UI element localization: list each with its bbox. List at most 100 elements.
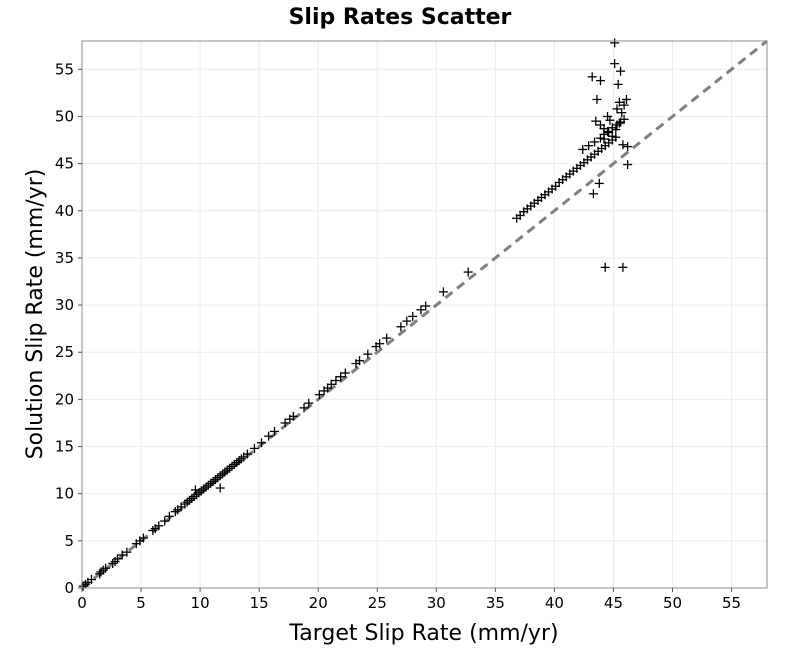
y-tick-label: 20 <box>55 390 74 408</box>
data-point <box>599 134 609 144</box>
x-tick-label: 20 <box>309 594 328 612</box>
data-point <box>190 485 200 495</box>
data-point <box>591 116 601 126</box>
y-tick-label: 25 <box>55 343 74 361</box>
data-point <box>154 521 164 531</box>
data-point <box>613 79 623 89</box>
data-point <box>355 356 365 366</box>
data-point <box>326 379 336 389</box>
data-point <box>117 550 127 560</box>
data-point <box>257 438 267 448</box>
data-point <box>122 547 132 557</box>
data-point <box>578 144 588 154</box>
data-point <box>304 398 314 408</box>
data-point <box>375 339 385 349</box>
data-point <box>592 94 602 104</box>
data-point <box>618 140 628 150</box>
data-point <box>101 563 111 573</box>
x-tick-label: 15 <box>250 594 269 612</box>
data-point <box>336 372 346 382</box>
y-tick-label: 55 <box>55 60 74 78</box>
x-tick-label: 50 <box>663 594 682 612</box>
x-tick-label: 10 <box>191 594 210 612</box>
data-point <box>416 305 426 315</box>
data-point <box>363 349 373 359</box>
data-point <box>463 267 473 277</box>
data-point <box>619 100 629 110</box>
data-point <box>112 554 122 564</box>
data-point <box>590 137 600 147</box>
y-tick-label: 50 <box>55 107 74 125</box>
data-point <box>86 575 96 585</box>
data-point <box>160 516 170 526</box>
y-tick-label: 0 <box>64 579 74 597</box>
y-axis-label: Solution Slip Rate (mm/yr) <box>23 169 48 460</box>
x-axis-label: Target Slip Rate (mm/yr) <box>288 621 558 646</box>
data-point <box>280 418 290 428</box>
data-point <box>270 426 280 436</box>
data-point <box>314 390 324 400</box>
data-point <box>610 38 620 48</box>
plot-frame <box>81 40 768 589</box>
data-point <box>614 118 624 128</box>
data-point <box>605 115 615 125</box>
y-tick-label: 30 <box>55 296 74 314</box>
data-point <box>170 507 180 517</box>
data-point <box>600 262 610 272</box>
x-tick-label: 55 <box>722 594 741 612</box>
data-point <box>599 124 609 134</box>
data-point <box>619 114 629 124</box>
data-point <box>616 66 626 76</box>
reference-line <box>81 39 768 590</box>
data-point <box>396 322 406 332</box>
data-point <box>382 333 392 343</box>
data-point <box>331 376 341 386</box>
x-tick-label: 45 <box>604 594 623 612</box>
data-point <box>249 443 259 453</box>
data-point <box>588 189 598 199</box>
y-tick-label: 15 <box>55 438 74 456</box>
data-point <box>421 301 431 311</box>
x-tick-label: 40 <box>545 594 564 612</box>
data-point <box>164 511 174 521</box>
data-point <box>617 108 627 118</box>
data-point <box>340 368 350 378</box>
y-tick-label: 10 <box>55 485 74 503</box>
data-point <box>623 160 633 170</box>
data-point <box>288 411 298 421</box>
data-point <box>242 449 252 459</box>
points-layer <box>78 38 633 591</box>
x-tick-label: 5 <box>136 594 146 612</box>
data-point <box>408 311 418 321</box>
data-point <box>621 94 631 104</box>
x-axis-ticks: 0 5 10 15 20 25 30 35 40 45 50 55 <box>77 588 741 612</box>
x-tick-label: 35 <box>486 594 505 612</box>
data-point <box>595 76 605 86</box>
data-point <box>584 141 594 151</box>
data-point <box>264 431 274 441</box>
data-point <box>623 142 633 152</box>
x-tick-label: 25 <box>368 594 387 612</box>
y-tick-label: 45 <box>55 155 74 173</box>
data-point <box>215 483 225 493</box>
reference-line-layer <box>81 39 768 590</box>
data-point <box>587 72 597 82</box>
x-tick-label: 0 <box>77 594 87 612</box>
y-tick-label: 40 <box>55 202 74 220</box>
y-axis-ticks: 0 5 10 15 20 25 30 35 40 45 50 55 <box>55 60 82 597</box>
data-point <box>610 59 620 69</box>
data-point <box>438 287 448 297</box>
data-point <box>299 403 309 413</box>
data-point <box>402 316 412 326</box>
data-point <box>618 262 628 272</box>
data-point <box>612 104 622 114</box>
chart-title: Slip Rates Scatter <box>289 5 512 30</box>
data-point <box>138 533 148 543</box>
y-tick-label: 35 <box>55 249 74 267</box>
data-point <box>611 125 621 135</box>
data-point <box>614 97 624 107</box>
y-tick-label: 5 <box>64 532 74 550</box>
data-point <box>607 131 617 141</box>
x-tick-label: 30 <box>427 594 446 612</box>
